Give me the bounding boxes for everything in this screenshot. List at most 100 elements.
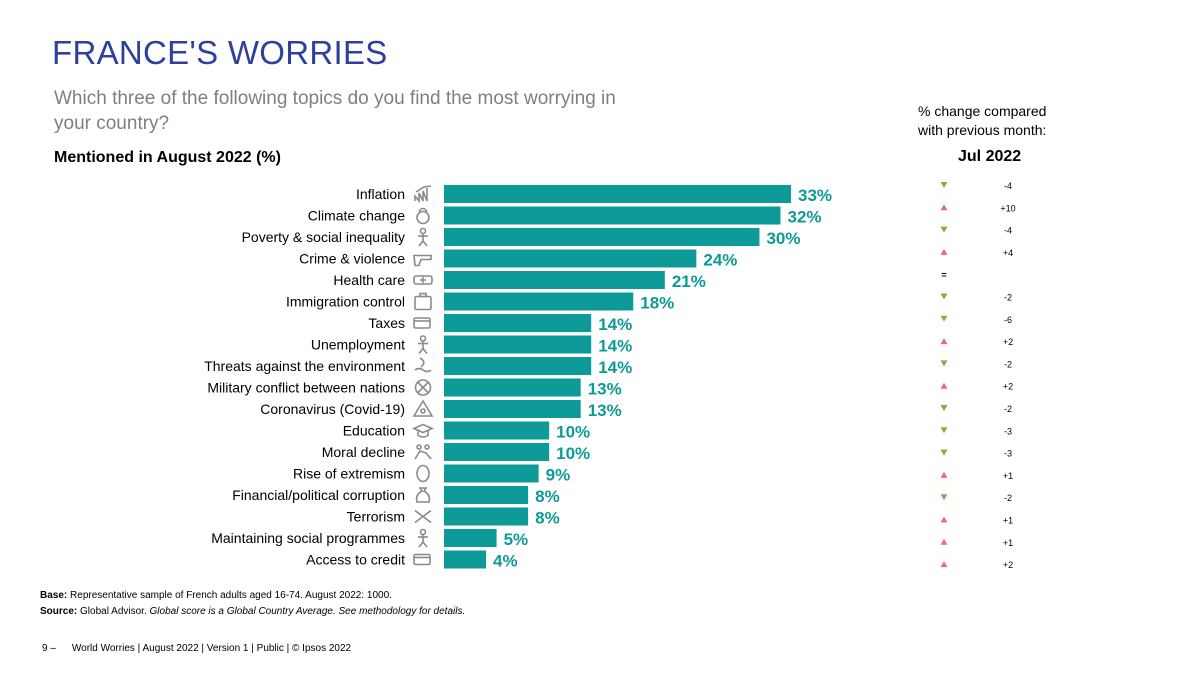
category-label: Access to credit (306, 552, 405, 568)
footer: 9 – World Worries | August 2022 | Version… (42, 643, 351, 654)
value-label: 14% (598, 337, 632, 356)
source-note-text: Global Advisor. (80, 606, 147, 617)
rising-chart-icon (414, 185, 432, 204)
value-label: 30% (766, 229, 800, 248)
category-label: Maintaining social programmes (211, 530, 405, 546)
money-bag-icon (415, 487, 431, 503)
change-value: +1 (1003, 516, 1013, 526)
credit-card-icon (413, 553, 431, 566)
change-value: -2 (1004, 404, 1012, 414)
up-arrow-icon (940, 248, 948, 255)
person-pointing-icon (418, 335, 428, 354)
down-arrow-icon (940, 182, 948, 188)
change-value: -2 (1004, 359, 1012, 369)
base-note-text: Representative sample of French adults a… (70, 590, 392, 601)
down-arrow-icon (940, 360, 948, 367)
value-label: 10% (556, 444, 590, 463)
change-value: +2 (1003, 337, 1013, 347)
bar-chart: Inflation 33% -4 Climate change 32% +10 Povert… (204, 181, 1015, 571)
up-arrow-icon (940, 471, 948, 478)
source-note: Source: Global Advisor. Global score is … (40, 606, 465, 617)
category-label: Inflation (356, 186, 405, 202)
footer-text: World Worries | August 2022 | Version 1 … (71, 643, 352, 654)
value-label: 32% (787, 208, 821, 227)
up-arrow-icon (940, 561, 948, 568)
masked-face-icon (416, 464, 430, 483)
change-value: -2 (1004, 493, 1012, 503)
question-subtitle: Which three of the following topics do y… (54, 88, 616, 134)
up-arrow-icon (940, 204, 948, 211)
change-value: +2 (1003, 560, 1013, 570)
change-value: = (941, 270, 946, 280)
value-label: 4% (493, 552, 518, 571)
category-label: Education (343, 423, 405, 439)
bar (444, 335, 592, 354)
value-label: 13% (588, 380, 622, 399)
bar (444, 249, 697, 268)
value-label: 24% (703, 251, 737, 270)
category-label: Crime & violence (299, 251, 405, 267)
bar (444, 421, 550, 440)
change-value: +1 (1003, 538, 1013, 548)
change-value: -3 (1004, 426, 1012, 436)
bar (444, 529, 497, 547)
down-arrow-icon (940, 405, 948, 411)
up-arrow-icon (940, 382, 948, 389)
down-arrow-icon (940, 293, 948, 300)
change-month: Jul 2022 (958, 148, 1022, 165)
down-arrow-icon (940, 315, 948, 322)
category-label: Moral decline (322, 444, 405, 460)
crossed-weapons-icon (414, 509, 432, 524)
money-hand-icon (413, 317, 431, 329)
change-value: -3 (1004, 449, 1012, 459)
bar (444, 443, 550, 461)
down-arrow-icon (940, 494, 948, 501)
bar (444, 378, 581, 397)
change-value: -6 (1004, 315, 1012, 325)
category-label: Terrorism (347, 509, 405, 525)
category-label: Unemployment (311, 337, 405, 353)
value-label: 33% (798, 186, 832, 205)
fight-icon (414, 444, 432, 460)
person-icon (418, 227, 428, 247)
bar (444, 464, 539, 483)
value-label: 18% (640, 294, 674, 313)
source-note-label: Source: (40, 606, 78, 617)
bar (444, 271, 665, 289)
gun-icon (413, 254, 432, 267)
page-title: FRANCE'S WORRIES (52, 34, 388, 71)
category-label: Taxes (368, 315, 405, 331)
base-note: Base: Representative sample of French ad… (40, 590, 392, 601)
ambulance-icon (413, 275, 433, 285)
base-note-label: Base: (40, 590, 68, 601)
bar (444, 314, 592, 332)
bar (444, 292, 634, 311)
value-label: 5% (504, 530, 529, 549)
change-header: % change compared with previous month: (918, 103, 1047, 138)
bar (444, 357, 592, 375)
value-label: 14% (598, 358, 632, 377)
globe-crosshair-icon (414, 379, 432, 396)
up-arrow-icon (940, 516, 948, 523)
down-arrow-icon (940, 226, 948, 233)
value-label: 10% (556, 423, 590, 442)
flame-globe-icon (416, 207, 430, 225)
polluted-water-icon (414, 357, 432, 373)
hazard-icon (412, 399, 434, 417)
change-value: -4 (1004, 181, 1012, 191)
change-value: +10 (1000, 203, 1015, 213)
change-value: +2 (1003, 382, 1013, 392)
change-value: -4 (1004, 226, 1012, 236)
bar (444, 400, 581, 418)
bar (444, 185, 791, 203)
up-arrow-icon (940, 338, 948, 345)
bar (444, 206, 781, 225)
bar (444, 486, 529, 504)
value-label: 14% (598, 315, 632, 334)
change-value: +1 (1003, 471, 1013, 481)
up-arrow-icon (940, 538, 948, 545)
down-arrow-icon (940, 449, 948, 456)
category-label: Coronavirus (Covid-19) (260, 401, 405, 417)
graduation-cap-icon (412, 423, 434, 438)
source-note-italic: Global score is a Global Country Average… (149, 606, 466, 617)
